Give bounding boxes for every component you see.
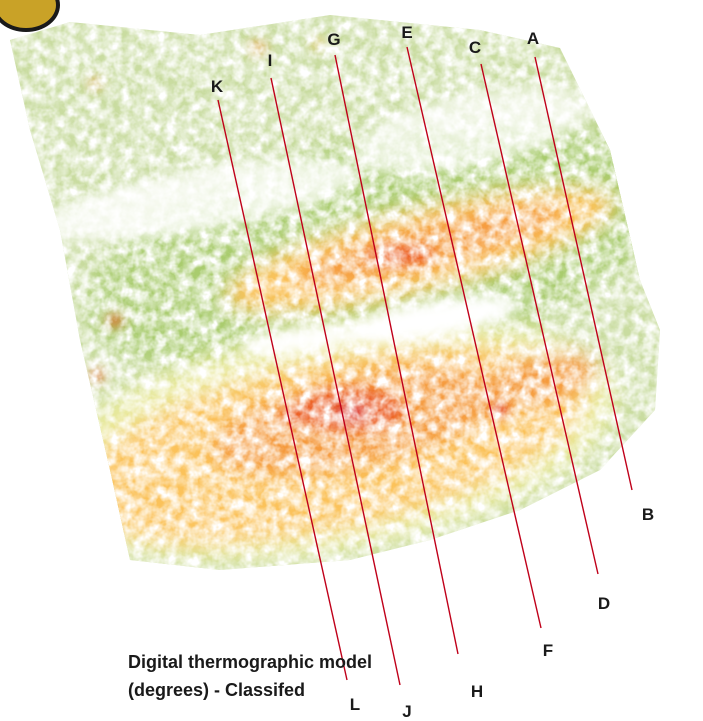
profile-label-E: E [401,23,412,42]
profile-label-D: D [598,594,610,613]
profile-label-B: B [642,505,654,524]
profile-label-H: H [471,682,483,701]
profile-label-L: L [350,695,360,714]
profile-line-G-H [334,54,459,655]
profile-label-A: A [527,29,539,48]
profile-line-A-B [534,56,633,491]
profile-label-I: I [268,51,273,70]
caption-line-2: (degrees) - Classifed [128,680,306,700]
profile-label-C: C [469,38,481,57]
profile-label-F: F [543,641,553,660]
profile-label-G: G [327,30,340,49]
profile-line-I-J [270,77,401,686]
profile-labels: A B C D E F G H I J K L [211,23,654,721]
profile-label-J: J [402,702,411,721]
caption-line-1: Digital thermographic model [128,652,373,672]
profile-line-C-D [480,63,599,575]
profile-label-K: K [211,77,224,96]
thermal-raster [10,15,660,570]
profile-lines [217,46,633,686]
map-caption: Digital thermographic model (degrees) - … [128,648,372,704]
profile-line-K-L [217,99,348,681]
profile-line-E-F [406,46,542,629]
